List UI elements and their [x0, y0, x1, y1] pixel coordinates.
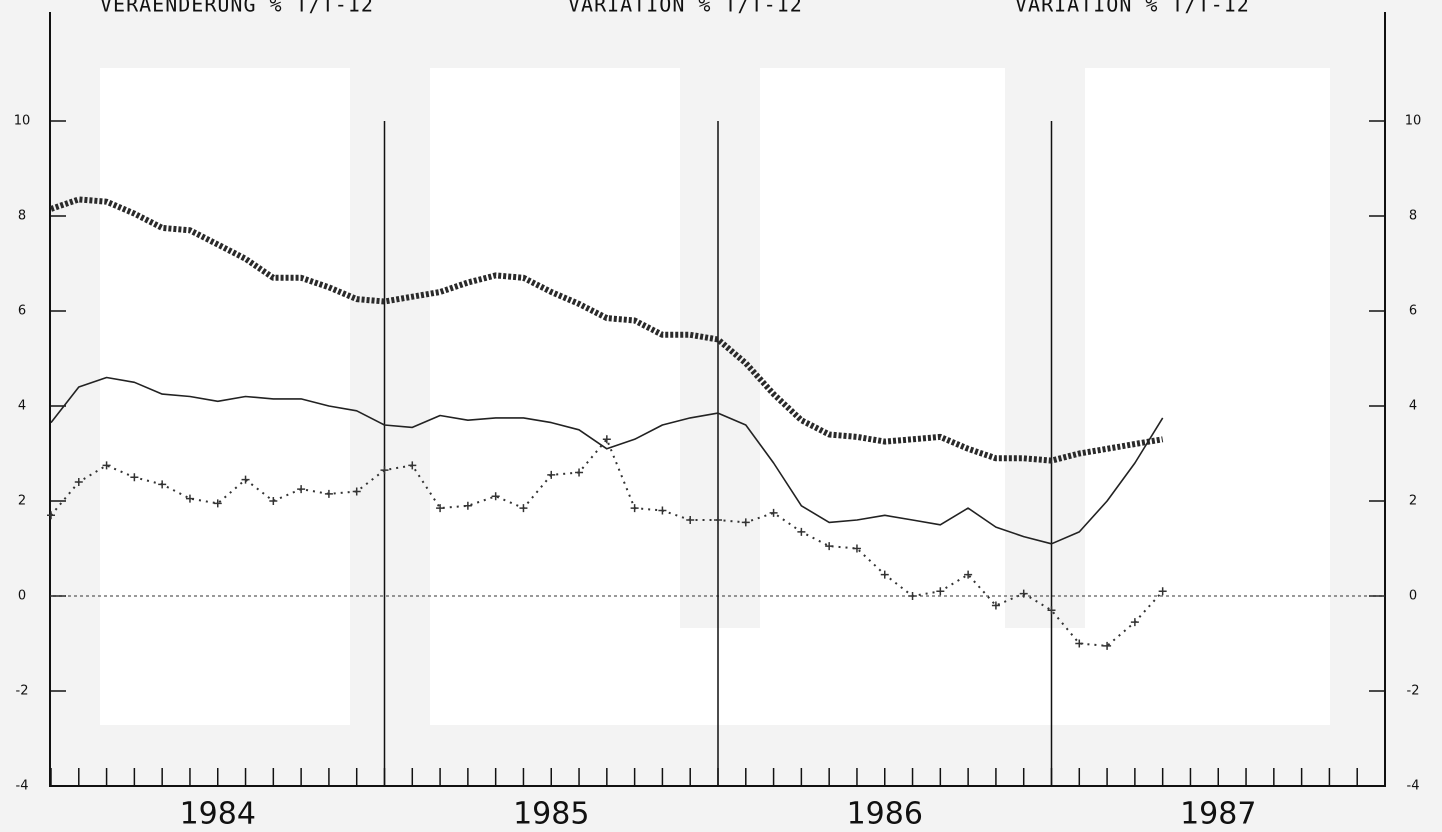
plus-marker	[352, 487, 361, 496]
y2-tick-label: 4	[1409, 399, 1417, 414]
plus-marker	[297, 485, 306, 494]
plus-marker	[213, 499, 222, 508]
plus-marker	[991, 601, 1000, 610]
y2-tick-label: 8	[1409, 209, 1417, 224]
plus-marker	[797, 527, 806, 536]
plus-marker	[686, 516, 695, 524]
plus-marker	[964, 570, 973, 579]
y-tick-label: 6	[18, 304, 26, 319]
y2-tick-label: 2	[1409, 494, 1417, 509]
series-line	[50, 438, 1164, 647]
plus-marker	[130, 473, 139, 482]
plus-marker	[1075, 639, 1084, 648]
plus-marker	[658, 506, 667, 515]
y-tick-label: -4	[16, 779, 29, 794]
header: VERAENDERUNG % T/T-12	[100, 0, 374, 17]
plus-marker	[908, 592, 917, 600]
header: VARIATION % T/T-12	[1015, 0, 1250, 17]
y-tick-label: -2	[16, 684, 29, 699]
plus-marker	[825, 542, 834, 551]
plus-marker	[408, 461, 417, 470]
plus-marker	[1158, 587, 1167, 596]
plus-marker	[602, 435, 611, 444]
y2-tick-label: 0	[1409, 589, 1417, 604]
plus-marker	[47, 511, 55, 520]
y-tick-label: 2	[18, 494, 26, 509]
plus-marker	[1103, 641, 1112, 650]
x-tick-label: 1985	[513, 797, 589, 832]
plus-marker	[575, 468, 584, 477]
plus-marker	[241, 475, 250, 484]
y2-tick-label: -4	[1407, 779, 1420, 794]
header: VARIATION % T/T-12	[568, 0, 803, 17]
plus-marker	[102, 461, 111, 470]
plus-marker	[714, 516, 722, 524]
y2-tick-label: -2	[1407, 684, 1420, 699]
y-tick-label: 0	[18, 589, 26, 604]
series-line	[50, 376, 1164, 545]
series-line	[50, 196, 1164, 464]
plus-marker	[1130, 618, 1139, 627]
plus-marker	[74, 478, 83, 486]
y-tick-label: 10	[14, 114, 31, 129]
plus-marker	[936, 587, 945, 596]
plus-marker	[630, 504, 639, 513]
plus-marker	[741, 518, 750, 527]
plus-marker	[1019, 589, 1028, 598]
plus-marker	[1047, 606, 1056, 615]
x-tick-label: 1986	[847, 797, 923, 832]
plus-marker	[380, 466, 389, 475]
y-tick-label: 8	[18, 209, 26, 224]
plus-marker	[547, 470, 556, 479]
y-tick-label: 4	[18, 399, 26, 414]
plus-marker	[436, 504, 445, 513]
x-tick-label: 1984	[180, 797, 256, 832]
plus-marker	[852, 544, 861, 553]
x-tick-label: 1987	[1180, 797, 1256, 832]
plus-marker	[519, 504, 528, 513]
plus-marker	[463, 501, 472, 510]
plus-marker	[185, 494, 194, 503]
y2-tick-label: 10	[1405, 114, 1422, 129]
plus-marker	[269, 497, 278, 505]
y2-tick-label: 6	[1409, 304, 1417, 319]
plus-marker	[769, 508, 778, 517]
plus-marker	[324, 489, 333, 498]
plus-marker	[491, 492, 500, 501]
plus-marker	[158, 480, 167, 489]
plus-marker	[880, 570, 889, 579]
